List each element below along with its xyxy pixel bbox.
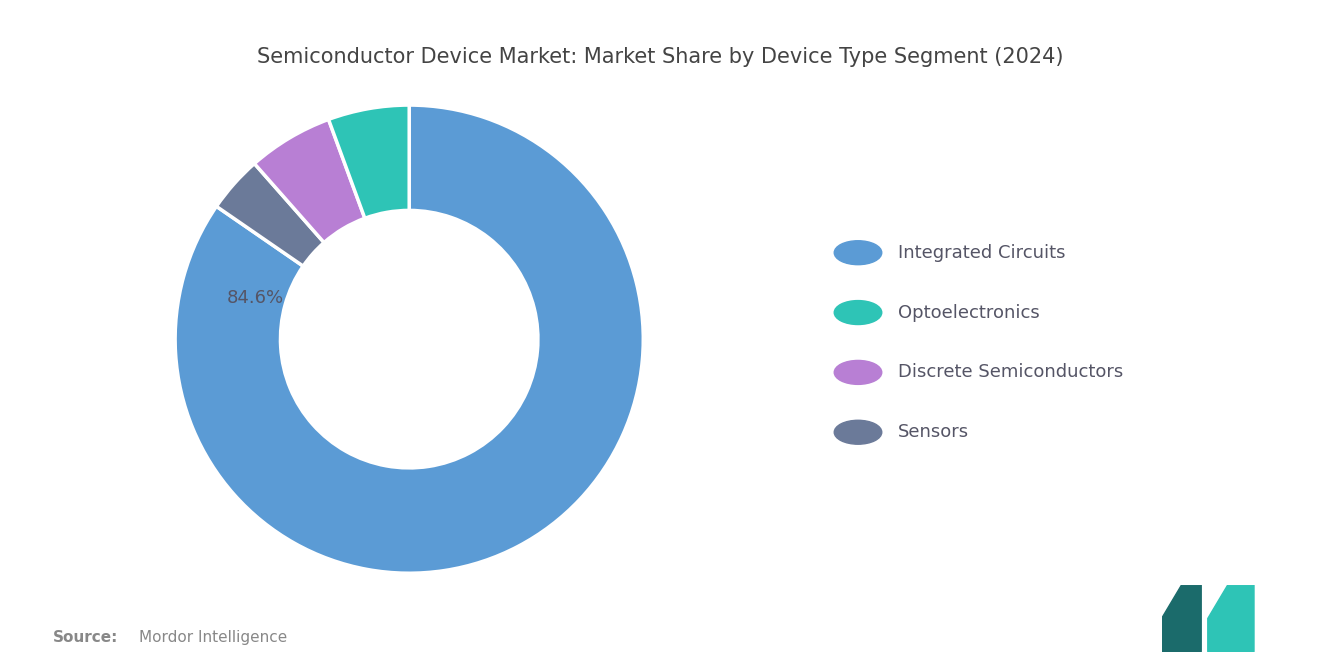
- Text: Sensors: Sensors: [898, 423, 969, 442]
- Wedge shape: [216, 164, 325, 266]
- Text: Integrated Circuits: Integrated Circuits: [898, 243, 1065, 262]
- Polygon shape: [1208, 585, 1254, 652]
- Wedge shape: [176, 105, 643, 573]
- Text: Optoelectronics: Optoelectronics: [898, 303, 1039, 322]
- Wedge shape: [329, 105, 409, 218]
- Text: Discrete Semiconductors: Discrete Semiconductors: [898, 363, 1123, 382]
- Wedge shape: [255, 120, 364, 243]
- Text: Source:: Source:: [53, 630, 119, 645]
- Polygon shape: [1162, 585, 1201, 652]
- Text: Mordor Intelligence: Mordor Intelligence: [139, 630, 286, 645]
- Text: 84.6%: 84.6%: [227, 289, 284, 307]
- Text: Semiconductor Device Market: Market Share by Device Type Segment (2024): Semiconductor Device Market: Market Shar…: [257, 47, 1063, 66]
